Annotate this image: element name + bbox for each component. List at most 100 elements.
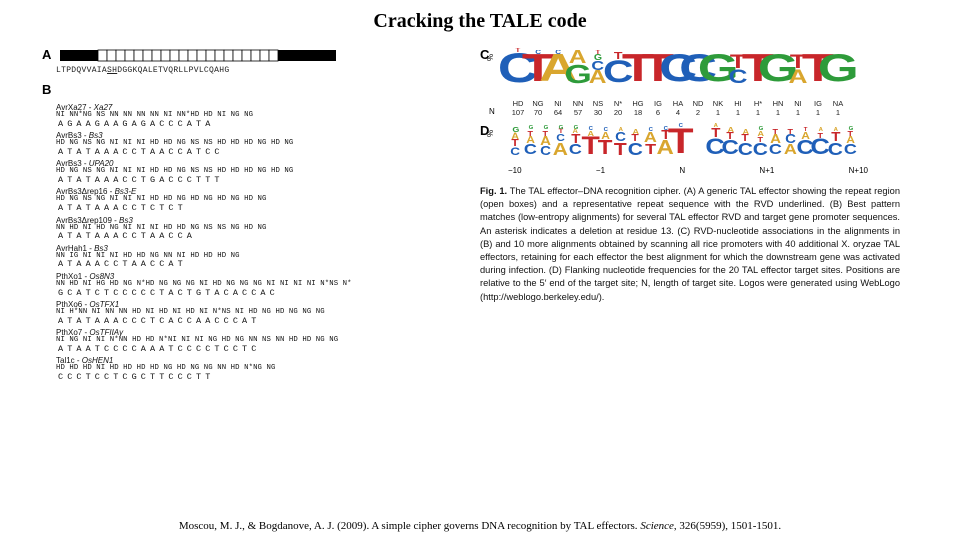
left-column: A LTPDQVVAIASHDGGKQALETVQRLLPVLCQAHG B A… xyxy=(42,47,452,385)
logo-letter: T xyxy=(773,129,779,135)
n-count: 1 xyxy=(828,108,848,117)
logo-letter: G xyxy=(818,55,859,85)
alignment-entry: AvrBs3Δrep16 - Bs3-EHD NG NS NG NI NI NI… xyxy=(56,187,452,212)
panel-a: A LTPDQVVAIASHDGGKQALETVQRLLPVLCQAHG xyxy=(42,47,452,75)
logo-letter: T xyxy=(571,135,580,145)
aln-dna-row: ATATAAACCTGACCCTTT xyxy=(58,176,452,185)
logo-letter: C xyxy=(844,145,857,157)
logo-letter: T xyxy=(528,131,534,137)
logo-letter: G xyxy=(564,65,591,85)
panel-c-logo: CTTCACGAACGTCTTTCCGCTTGATTG xyxy=(508,47,900,85)
logo-letter: C xyxy=(769,145,782,157)
n-count: 1 xyxy=(808,108,828,117)
logo-letter: T xyxy=(742,135,749,143)
logo-letter: A xyxy=(833,129,837,133)
panel-c-n-label: N xyxy=(489,107,495,116)
logo-column: TC xyxy=(673,125,688,157)
panel-c: C % CTTCACGAACGTCTTTCCGCTTGATTG HDNGNINN… xyxy=(480,47,900,117)
logo-column: TAC xyxy=(598,129,613,157)
logo-column: CATG xyxy=(523,127,538,157)
aln-dna-row: ATATAAACCTAACCATCC xyxy=(58,148,452,157)
n-count: 20 xyxy=(608,108,628,117)
aln-dna-row: ATATAAACCTCTCT xyxy=(58,204,452,213)
logo-letter: C xyxy=(648,129,652,133)
logo-letter: T xyxy=(614,143,627,157)
rvd-label: NI xyxy=(548,99,568,108)
logo-letter: A xyxy=(540,137,551,147)
logo-letter: T xyxy=(818,133,824,139)
logo-letter: A xyxy=(784,145,797,157)
logo-letter: G xyxy=(528,127,533,131)
logo-letter: G xyxy=(543,127,548,131)
rvd-label: HA xyxy=(668,99,688,108)
rvd-label: NG xyxy=(528,99,548,108)
logo-letter: C xyxy=(628,143,643,157)
page-title: Cracking the TALE code xyxy=(0,0,960,33)
rvd-label: HG xyxy=(628,99,648,108)
n-count: 2 xyxy=(688,108,708,117)
axis-tick: N+10 xyxy=(849,166,868,175)
aln-dna-row: ATATAAACCTAACCA xyxy=(58,232,452,241)
logo-letter: A xyxy=(713,125,717,129)
panel-c-n-counts: 1077064573020186421111111 xyxy=(508,108,900,117)
n-count: 107 xyxy=(508,108,528,117)
logo-letter: T xyxy=(512,140,519,148)
rvd-label: HD xyxy=(508,99,528,108)
logo-letter: C xyxy=(738,143,753,157)
alignment-entry: Tal1c - OsHEN1HD HD HD NI HD HD HD HD NG… xyxy=(56,356,452,381)
panel-b-label: B xyxy=(42,82,51,97)
logo-letter: T xyxy=(831,133,840,143)
alignment-entry: AvrHah1 - Bs3NN IG NI NI NI HD HD NG NN … xyxy=(56,244,452,269)
alignment-entry: AvrBs3 - UPA20HD NG NS NG NI NI NI HD HD… xyxy=(56,159,452,184)
logo-letter: T xyxy=(645,145,656,157)
rvd-label: NN xyxy=(568,99,588,108)
aln-dna-row: ATATAAACCCTCACCAACCCAT xyxy=(58,317,452,326)
citation-rest: , 326(5959), 1501-1501. xyxy=(674,520,781,532)
n-count: 1 xyxy=(748,108,768,117)
logo-letter: C xyxy=(555,51,561,55)
rvd-label: ND xyxy=(688,99,708,108)
logo-column: CTA xyxy=(628,129,643,157)
logo-letter: T xyxy=(596,51,601,55)
panel-b-alignments: AvrXa27 - Xa27NI NN*NG NS NN NN NN NN NI… xyxy=(56,103,452,382)
n-count: 18 xyxy=(628,108,648,117)
logo-letter: T xyxy=(516,49,521,53)
logo-letter: A xyxy=(727,127,734,133)
logo-letter: A xyxy=(569,51,587,65)
rvd-label: IG xyxy=(648,99,668,108)
logo-letter: G xyxy=(848,128,853,131)
logo-column: CAT xyxy=(768,129,783,157)
panel-a-sequence: LTPDQVVAIASHDGGKQALETVQRLLPVLCQAHG xyxy=(56,66,452,75)
rvd-label: NS xyxy=(588,99,608,108)
logo-column: CTA xyxy=(723,127,738,157)
figure-caption: Fig. 1. The TAL effector–DNA recognition… xyxy=(480,185,900,304)
rvd-label: HN xyxy=(768,99,788,108)
aln-dna-row: CCCTCCTCGCTTCCCTT xyxy=(58,373,452,382)
logo-letter: C xyxy=(828,143,843,157)
rvd-label: NK xyxy=(708,99,728,108)
logo-letter: C xyxy=(753,143,768,157)
logo-letter: C xyxy=(678,125,682,129)
logo-column: TCA xyxy=(613,129,628,157)
logo-letter: C xyxy=(511,148,521,157)
logo-letter: T xyxy=(543,131,549,137)
logo-column: GA xyxy=(568,51,588,85)
logo-letter: A xyxy=(526,137,535,145)
n-count: 57 xyxy=(568,108,588,117)
logo-column: CTA xyxy=(738,129,753,157)
logo-column: TAC xyxy=(583,128,598,157)
alignment-entry: AvrXa27 - Xa27NI NN*NG NS NN NN NN NN NI… xyxy=(56,103,452,128)
logo-letter: T xyxy=(727,133,734,141)
logo-letter: T xyxy=(598,141,613,157)
logo-letter: T xyxy=(632,135,639,143)
logo-letter: T xyxy=(711,129,720,139)
alignment-entry: PthXo7 - OsTFIIAγNI NG NI NI N*NN HD HD … xyxy=(56,328,452,353)
n-count: 1 xyxy=(768,108,788,117)
aln-dna-row: ATAATCCCCAAATCCCCTCCTC xyxy=(58,345,452,354)
logo-letter: G xyxy=(558,127,563,130)
n-count: 1 xyxy=(788,108,808,117)
logo-letter: C xyxy=(569,145,582,157)
panel-d-logo: CTAGCATGCATGACTGCTAGTACTACTCACTATACATCTC… xyxy=(508,123,900,157)
logo-column: G xyxy=(708,55,728,85)
logo-letter: C xyxy=(524,145,537,157)
